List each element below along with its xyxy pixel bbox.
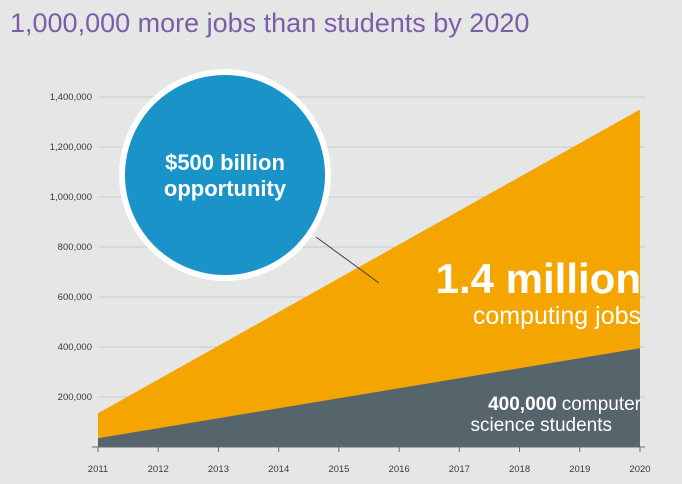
x-tick-label: 2020: [629, 464, 650, 475]
jobs-big-label: 1.4 million: [436, 255, 641, 302]
callout-pointer: [315, 236, 380, 284]
x-tick-label: 2011: [88, 464, 108, 475]
y-axis: 200,000 400,000 600,000 800,000 1,000,000 1,2…: [50, 92, 92, 403]
students-label-rest: computer: [562, 394, 642, 415]
x-tick-label: 2012: [148, 464, 169, 475]
chart-title: 1,000,000 more jobs than students by 202…: [10, 8, 529, 38]
students-count: 400,000: [488, 394, 557, 415]
y-tick-label: 800,000: [58, 242, 92, 253]
x-tick-label: 2013: [208, 464, 229, 475]
x-tick-label: 2017: [449, 464, 470, 475]
jobs-sub-label: computing jobs: [473, 302, 641, 330]
series-area-students: [98, 348, 640, 447]
x-tick-label: 2015: [328, 464, 349, 475]
y-tick-label: 1,000,000: [50, 192, 92, 203]
students-label-line2: science students: [470, 415, 612, 436]
students-label-line1: 400,000 computer: [488, 394, 642, 415]
x-tick-label: 2018: [509, 464, 530, 475]
y-tick-label: 1,200,000: [50, 142, 92, 153]
opportunity-circle: [125, 75, 325, 275]
circle-text-line2: opportunity: [164, 176, 287, 201]
y-tick-label: 200,000: [58, 392, 92, 403]
x-tick-label: 2016: [389, 464, 410, 475]
y-tick-label: 600,000: [58, 292, 92, 303]
circle-text-line1: $500 billion: [165, 150, 285, 175]
x-tick-label: 2014: [268, 464, 289, 475]
y-tick-label: 1,400,000: [50, 92, 92, 103]
series-area-jobs: [98, 109, 640, 447]
x-tick-label: 2019: [569, 464, 590, 475]
y-tick-label: 400,000: [58, 342, 92, 353]
x-axis: 2011 2012 2013 2014 2015 2016 2017 2018 2019 2020: [88, 447, 651, 475]
